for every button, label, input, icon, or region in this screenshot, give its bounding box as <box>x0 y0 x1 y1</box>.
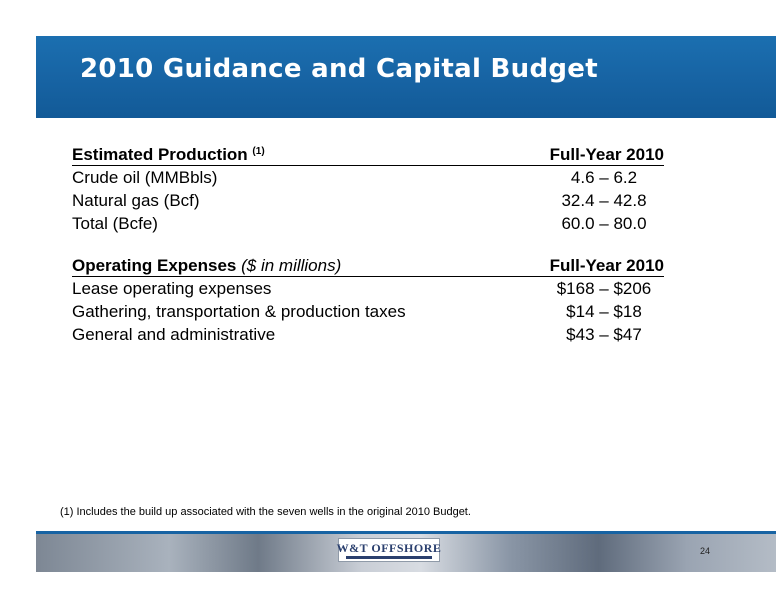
production-header: Estimated Production (1) Full-Year 2010 <box>72 144 664 166</box>
expenses-table: Operating Expenses ($ in millions) Full-… <box>72 255 664 346</box>
row-value: $14 – $18 <box>566 302 642 321</box>
table-row: Total (Bcfe) 60.0 – 80.0 <box>72 212 664 235</box>
row-value: $43 – $47 <box>566 325 642 344</box>
row-label: General and administrative <box>72 325 276 344</box>
logo-underline <box>346 555 432 559</box>
row-label: Crude oil (MMBbls) <box>72 168 218 187</box>
logo-text: W&T OFFSHORE <box>336 540 442 555</box>
table-row: Lease operating expenses $168 – $206 <box>72 277 664 300</box>
row-label: Gathering, transportation & production t… <box>72 302 406 321</box>
expenses-header-value: Full-Year 2010 <box>549 256 664 275</box>
expenses-header-label: Operating Expenses ($ in millions) <box>72 256 342 275</box>
expenses-header: Operating Expenses ($ in millions) Full-… <box>72 255 664 277</box>
production-footnote-ref: (1) <box>252 146 265 157</box>
production-header-value: Full-Year 2010 <box>549 145 664 164</box>
row-value: 60.0 – 80.0 <box>561 214 647 233</box>
production-table: Estimated Production (1) Full-Year 2010 … <box>72 144 664 235</box>
table-row: Crude oil (MMBbls) 4.6 – 6.2 <box>72 166 664 189</box>
production-header-label: Estimated Production (1) <box>72 145 265 164</box>
page-number: 24 <box>700 546 711 556</box>
row-label: Lease operating expenses <box>72 279 272 298</box>
row-label: Total (Bcfe) <box>72 214 158 233</box>
table-row: General and administrative $43 – $47 <box>72 323 664 346</box>
row-value: $168 – $206 <box>556 279 652 298</box>
row-value: 4.6 – 6.2 <box>570 168 638 187</box>
expenses-header-unit: ($ in millions) <box>241 256 342 275</box>
row-label: Natural gas (Bcf) <box>72 191 200 210</box>
company-logo: W&T OFFSHORE <box>336 538 442 562</box>
table-row: Gathering, transportation & production t… <box>72 300 664 323</box>
row-value: 32.4 – 42.8 <box>561 191 647 210</box>
slide-title: 2010 Guidance and Capital Budget <box>80 54 598 84</box>
title-banner <box>36 36 776 118</box>
table-row: Natural gas (Bcf) 32.4 – 42.8 <box>72 189 664 212</box>
footnote: (1) Includes the build up associated wit… <box>60 506 471 518</box>
